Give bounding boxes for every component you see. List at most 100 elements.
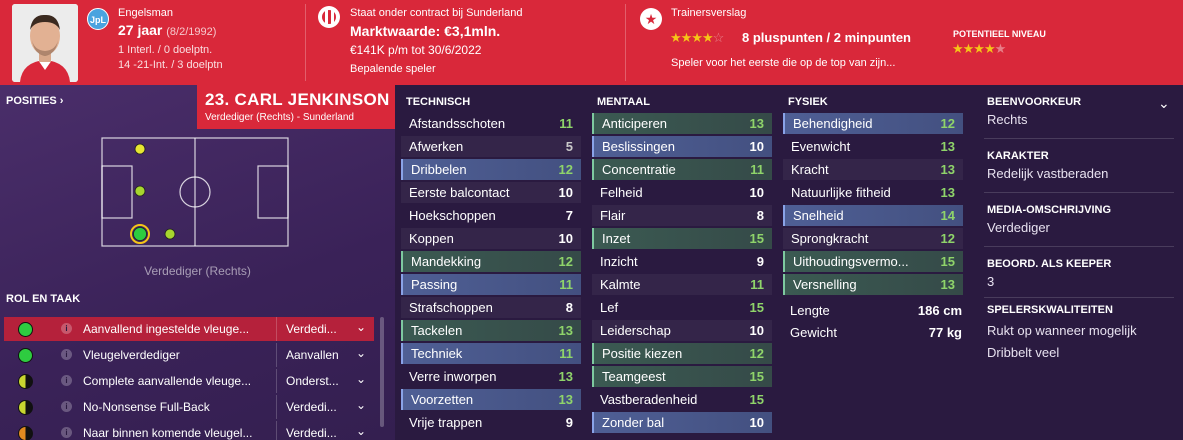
- attribute-row[interactable]: Strafschoppen 8: [401, 297, 581, 318]
- attribute-row[interactable]: Voorzetten 13: [401, 389, 581, 410]
- attribute-row[interactable]: Passing 11: [401, 274, 581, 295]
- attribute-value: 11: [559, 116, 573, 131]
- attribute-name: Teamgeest: [602, 369, 666, 384]
- position-pitch[interactable]: [100, 136, 290, 248]
- attribute-row[interactable]: Mandekking 12: [401, 251, 581, 272]
- nationality[interactable]: Engelsman: [118, 7, 174, 19]
- attribute-row[interactable]: Behendigheid 12: [783, 113, 963, 134]
- age: 27 jaar: [118, 22, 163, 38]
- attribute-row[interactable]: Lef 15: [592, 297, 772, 318]
- role-row[interactable]: i Complete aanvallende vleuge... Onderst…: [4, 369, 374, 393]
- attribute-row[interactable]: Vrije trappen 9: [401, 412, 581, 433]
- attribute-value: 13: [940, 185, 955, 200]
- star-badge-icon: ★: [640, 8, 662, 30]
- attribute-row[interactable]: Sprongkracht 12: [783, 228, 963, 249]
- attribute-row[interactable]: Zonder bal 10: [592, 412, 772, 433]
- attribute-row[interactable]: Evenwicht 13: [783, 136, 963, 157]
- attribute-row[interactable]: Snelheid 14: [783, 205, 963, 226]
- roles-scrollbar[interactable]: [380, 317, 384, 427]
- attribute-name: Beslissingen: [602, 139, 675, 154]
- position-dot-wingback: [134, 143, 146, 155]
- keeper-rating-title: BEOORD. ALS KEEPER: [987, 258, 1112, 270]
- market-value: Marktwaarde: €3,1mln.: [350, 23, 501, 39]
- header-divider: [305, 4, 306, 81]
- attribute-row[interactable]: Verre inworpen 13: [401, 366, 581, 387]
- attribute-row[interactable]: Vastberadenheid 15: [592, 389, 772, 410]
- attribute-name: Leiderschap: [600, 323, 671, 338]
- role-row[interactable]: i No-Nonsense Full-Back Verdedi... ⌄: [4, 395, 374, 419]
- contract-label[interactable]: Staat onder contract bij Sunderland: [350, 7, 523, 19]
- duty-dropdown[interactable]: Verdedi... ⌄: [276, 421, 374, 440]
- attribute-row[interactable]: Natuurlijke fitheid 13: [783, 182, 963, 203]
- attribute-value: 14: [940, 208, 955, 223]
- duty-value: Verdedi...: [286, 322, 337, 336]
- player-portrait[interactable]: [12, 4, 78, 82]
- info-icon[interactable]: i: [61, 427, 72, 438]
- role-row[interactable]: i Naar binnen komende vleugel... Verdedi…: [4, 421, 374, 440]
- attribute-row[interactable]: Inzicht 9: [592, 251, 772, 272]
- attribute-value: 12: [558, 254, 573, 269]
- attribute-row[interactable]: Dribbelen 12: [401, 159, 581, 180]
- duty-dropdown[interactable]: Verdedi... ⌄: [276, 395, 374, 419]
- duty-dropdown[interactable]: Aanvallen ⌄: [276, 343, 374, 367]
- attribute-name: Natuurlijke fitheid: [791, 185, 891, 200]
- attribute-value: 12: [558, 162, 573, 177]
- attribute-value: 11: [559, 277, 573, 292]
- info-icon[interactable]: i: [61, 375, 72, 386]
- attribute-row[interactable]: Anticiperen 13: [592, 113, 772, 134]
- player-traits-title: SPELERSKWALITEITEN: [987, 304, 1113, 316]
- attribute-row[interactable]: Kalmte 11: [592, 274, 772, 295]
- chevron-down-icon[interactable]: ⌄: [1158, 95, 1170, 111]
- attribute-row[interactable]: Inzet 15: [592, 228, 772, 249]
- attribute-row[interactable]: Leiderschap 10: [592, 320, 772, 341]
- attribute-name: Versnelling: [793, 277, 857, 292]
- role-row[interactable]: i Aanvallend ingestelde vleuge... Verded…: [4, 317, 374, 341]
- info-icon[interactable]: i: [61, 323, 72, 334]
- attribute-row[interactable]: Kracht 13: [783, 159, 963, 180]
- attribute-row[interactable]: Versnelling 13: [783, 274, 963, 295]
- attribute-row[interactable]: Tackelen 13: [401, 320, 581, 341]
- attribute-row[interactable]: Hoekschoppen 7: [401, 205, 581, 226]
- international-caps: 1 Interl. / 0 doelptn.: [118, 44, 213, 56]
- attribute-name: Strafschoppen: [409, 300, 493, 315]
- chevron-down-icon: ⌄: [355, 320, 366, 334]
- star-icon: ★★★★: [670, 30, 714, 45]
- attribute-name: Vrije trappen: [409, 415, 483, 430]
- attribute-row[interactable]: Flair 8: [592, 205, 772, 226]
- attribute-row[interactable]: Uithoudingsvermo... 15: [783, 251, 963, 272]
- attribute-value: 15: [749, 300, 764, 315]
- positions-link[interactable]: POSITIES ›: [6, 95, 64, 107]
- attribute-name: Afwerken: [409, 139, 464, 154]
- duty-dropdown[interactable]: Verdedi... ⌄: [276, 317, 374, 341]
- attribute-value: 12: [749, 346, 764, 361]
- attribute-row[interactable]: Felheid 10: [592, 182, 772, 203]
- player-subtitle[interactable]: Verdediger (Rechts) - Sunderland: [205, 112, 354, 123]
- attribute-row[interactable]: Eerste balcontact 10: [401, 182, 581, 203]
- role-row[interactable]: i Vleugelverdediger Aanvallen ⌄: [4, 343, 374, 367]
- player-header: JpL Engelsman 27 jaar (8/2/1992) 1 Inter…: [0, 0, 1183, 85]
- attribute-name: Koppen: [409, 231, 454, 246]
- attribute-row[interactable]: Concentratie 11: [592, 159, 772, 180]
- duty-dropdown[interactable]: Onderst... ⌄: [276, 369, 374, 393]
- attribute-row[interactable]: Techniek 11: [401, 343, 581, 364]
- attribute-row[interactable]: Afwerken 5: [401, 136, 581, 157]
- info-icon[interactable]: i: [61, 401, 72, 412]
- attribute-name: Kracht: [791, 162, 829, 177]
- duty-value: Verdedi...: [286, 400, 337, 414]
- report-points: 8 pluspunten / 2 minpunten: [742, 30, 911, 45]
- attribute-name: Concentratie: [602, 162, 676, 177]
- attribute-row[interactable]: Beslissingen 10: [592, 136, 772, 157]
- attribute-value: 13: [558, 392, 573, 407]
- duty-value: Aanvallen: [286, 348, 339, 362]
- attribute-row[interactable]: Teamgeest 15: [592, 366, 772, 387]
- nation-badge-icon[interactable]: JpL: [87, 8, 109, 30]
- report-label[interactable]: Trainersverslag: [671, 7, 747, 19]
- attribute-row[interactable]: Koppen 10: [401, 228, 581, 249]
- squad-status: Bepalende speler: [350, 63, 436, 75]
- info-icon[interactable]: i: [61, 349, 72, 360]
- attribute-row[interactable]: Afstandsschoten 11: [401, 113, 581, 134]
- club-badge-icon[interactable]: [318, 6, 340, 28]
- role-name: Vleugelverdediger: [83, 348, 180, 362]
- attribute-value: 10: [749, 185, 764, 200]
- attribute-row[interactable]: Positie kiezen 12: [592, 343, 772, 364]
